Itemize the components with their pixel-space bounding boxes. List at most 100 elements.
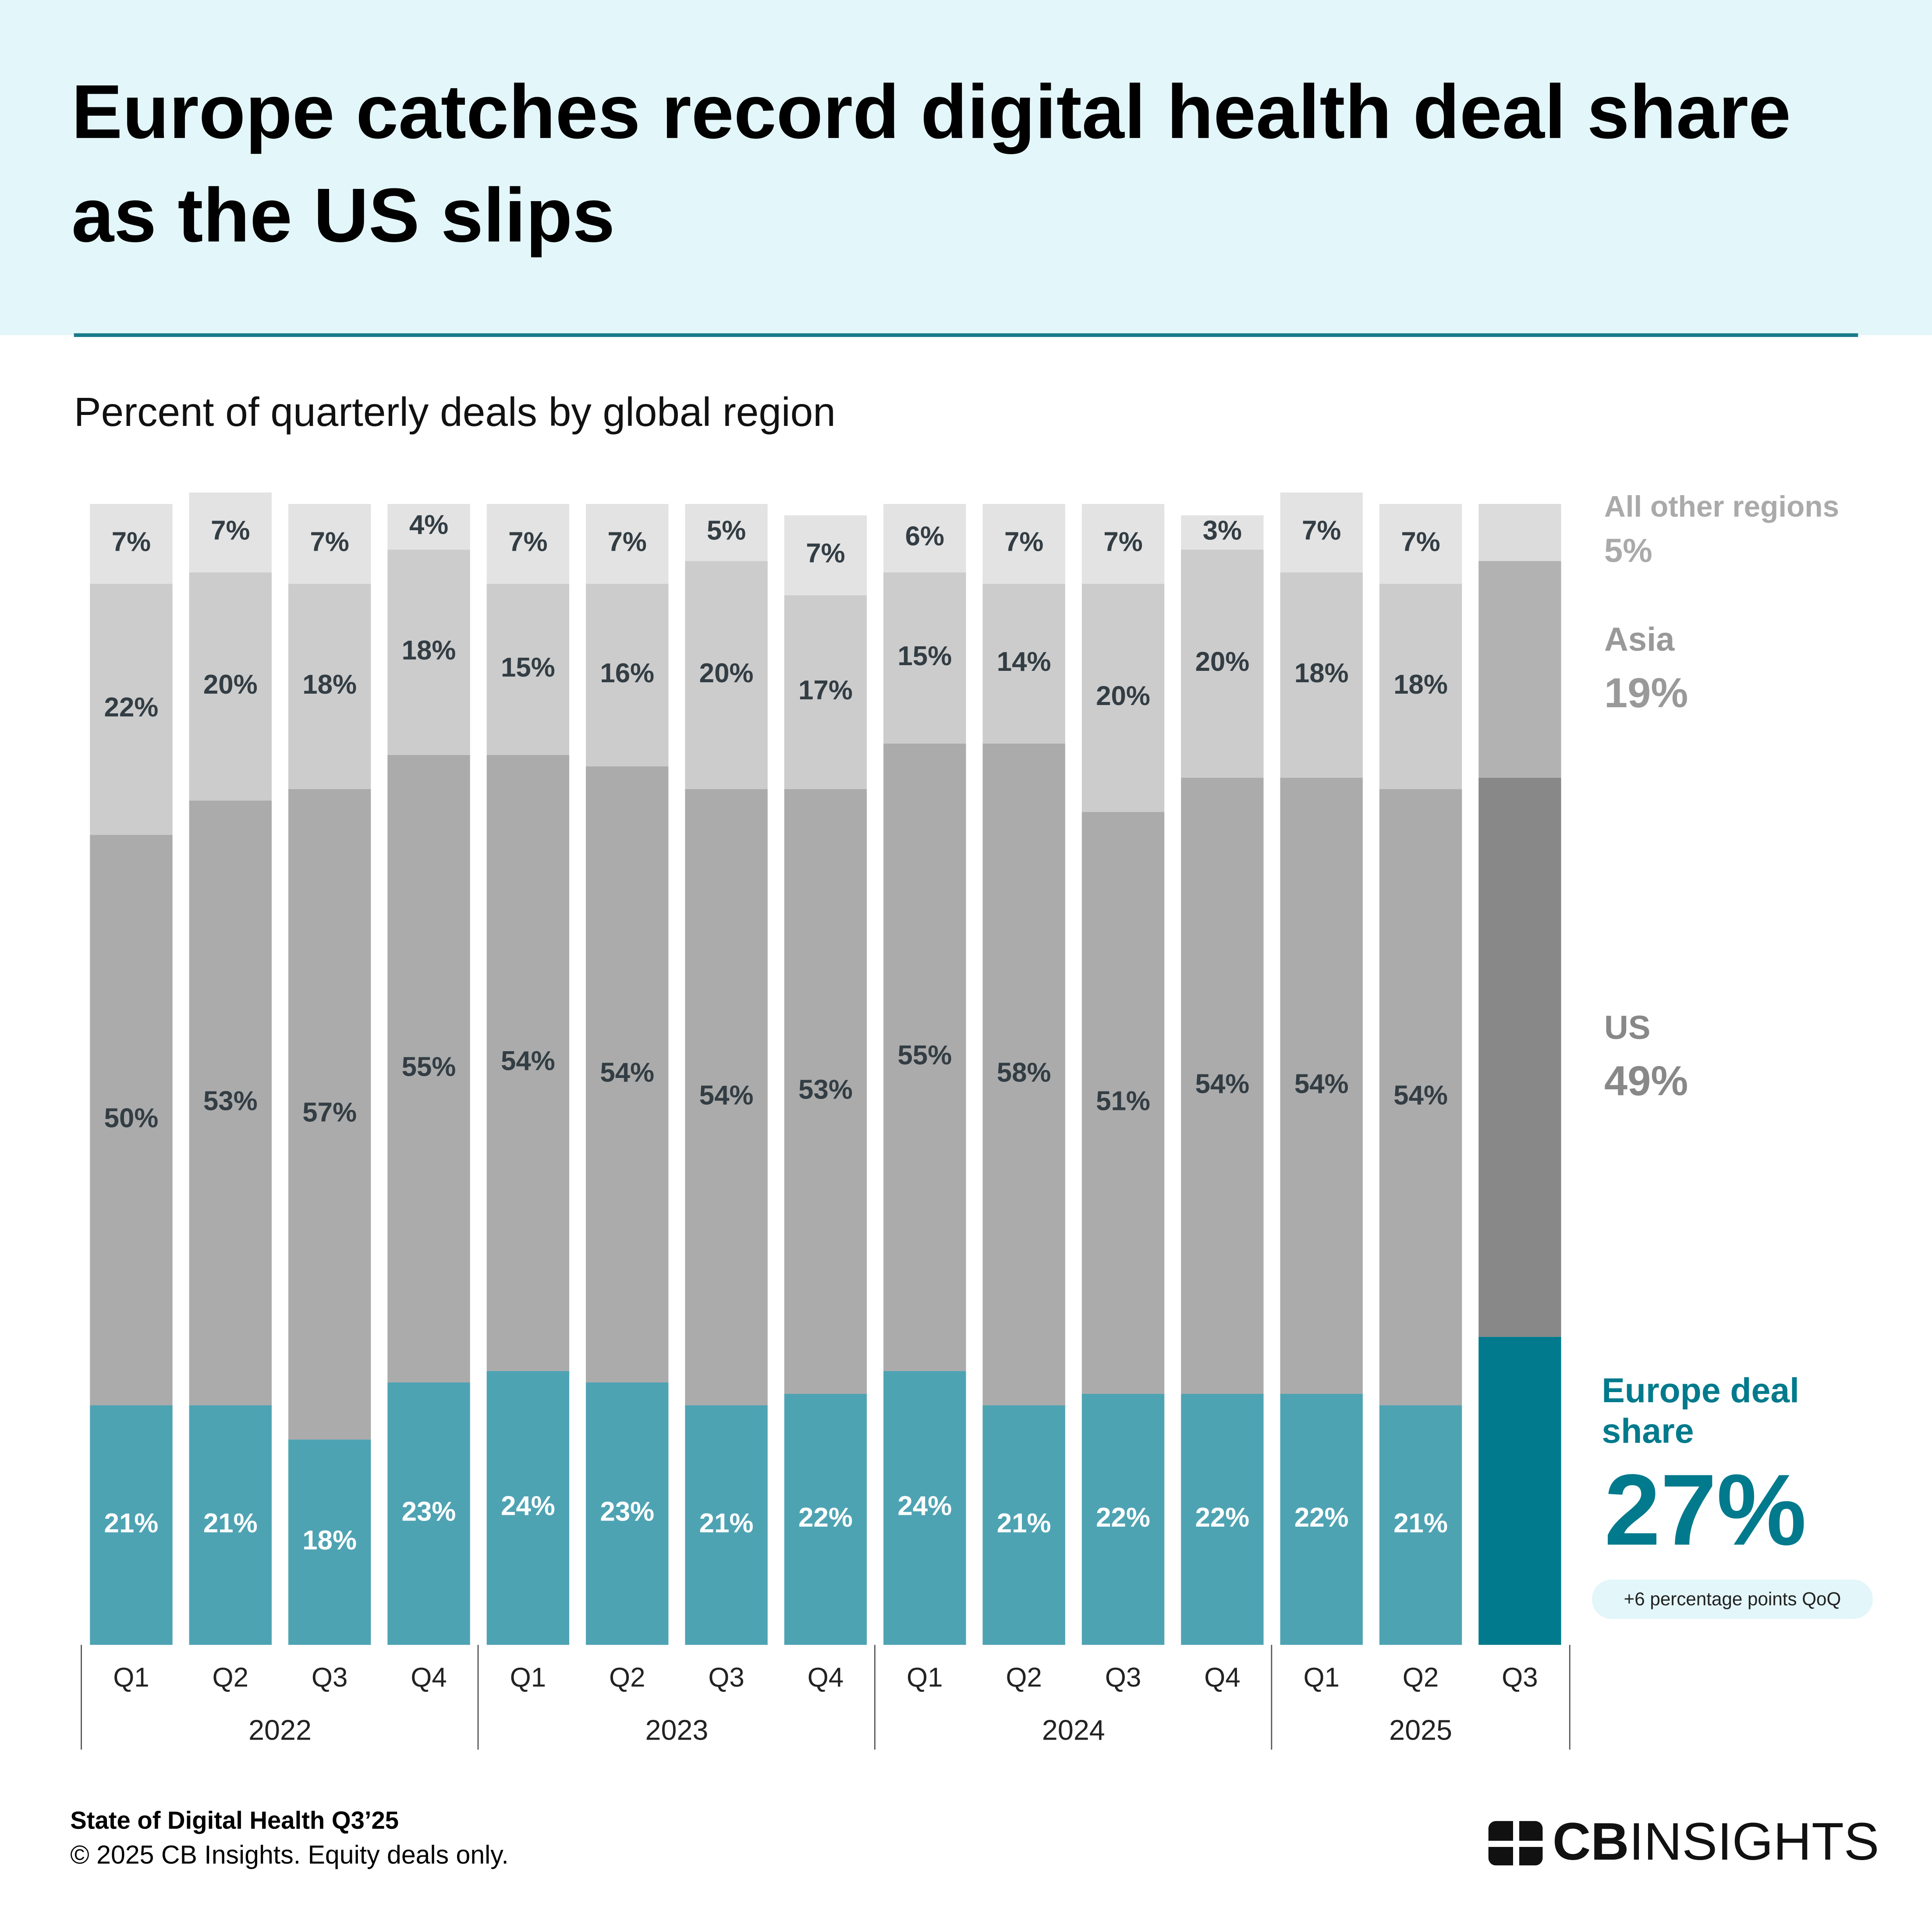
bar-segment (784, 515, 867, 595)
value-label: 14% (997, 647, 1051, 677)
bar-segment (586, 504, 669, 584)
bar-segment (486, 504, 570, 584)
logo-icon-cut (1488, 1840, 1543, 1847)
x-tick-label: Q3 (1105, 1662, 1141, 1693)
legend-label: US (1604, 1009, 1650, 1046)
bar-segment (883, 572, 966, 744)
x-tick-label: Q1 (1303, 1662, 1340, 1693)
bar-segment (1280, 493, 1363, 573)
value-label: 54% (600, 1057, 654, 1088)
bar-segment (586, 766, 669, 1382)
bar-segment (1081, 504, 1165, 584)
value-label: 16% (600, 658, 654, 688)
bar-segment (784, 1394, 867, 1645)
bar-segment (685, 1405, 768, 1645)
annotation-pill (1592, 1579, 1873, 1619)
value-label: 55% (897, 1040, 952, 1070)
bar-segment (90, 584, 173, 835)
bar-segment (1280, 572, 1363, 778)
value-label: 21% (699, 1508, 754, 1538)
bar-segment (90, 1405, 173, 1645)
bar-segment (1478, 1336, 1561, 1645)
value-label: 21% (203, 1508, 258, 1538)
bar-segment (486, 755, 570, 1371)
bar-segment (1379, 504, 1462, 584)
bar-segment (1181, 1394, 1264, 1645)
bar-segment (1081, 812, 1165, 1394)
bar-segment (189, 572, 272, 801)
bar-segment (982, 504, 1065, 584)
value-label: 20% (203, 670, 258, 700)
legend-value: 19% (1604, 670, 1688, 716)
bar-segment (189, 801, 272, 1406)
bar-segment (189, 1405, 272, 1645)
bar-segment (1379, 789, 1462, 1406)
bar-segment (685, 789, 768, 1406)
logo: CBINSIGHTS (1488, 1812, 1879, 1871)
annotation: +6 percentage points QoQ (1624, 1589, 1841, 1609)
bar-segment (387, 755, 470, 1382)
value-label: 54% (1195, 1069, 1249, 1099)
value-label: 57% (302, 1097, 357, 1127)
bar-segment (1181, 549, 1264, 778)
legend-value: 27% (1604, 1453, 1806, 1566)
value-label: 20% (1195, 647, 1249, 677)
value-label: 15% (897, 641, 952, 671)
bar-segment (387, 549, 470, 755)
logo-text: CBINSIGHTS (1553, 1812, 1879, 1871)
bar-segment (189, 493, 272, 573)
bar-segment (1181, 777, 1264, 1394)
bar-segment (1478, 777, 1561, 1337)
x-group-label: 2024 (1042, 1714, 1105, 1746)
chart-subtitle: Percent of quarterly deals by global reg… (74, 389, 836, 435)
value-label: 7% (1103, 527, 1142, 557)
x-group-label: 2025 (1389, 1714, 1452, 1746)
x-group-label: 2022 (248, 1714, 312, 1746)
legend-label: Europe deal share (1602, 1371, 1800, 1450)
value-label: 7% (608, 527, 647, 557)
bar-segment (1181, 515, 1264, 550)
value-label: 22% (1096, 1503, 1150, 1533)
value-label: 22% (798, 1503, 853, 1533)
x-tick-label: Q4 (1204, 1662, 1241, 1693)
x-tick-label: Q3 (312, 1662, 348, 1693)
value-label: 54% (1294, 1069, 1349, 1099)
bar-segment (883, 504, 966, 573)
value-label: 7% (1004, 527, 1043, 557)
value-label: 18% (1393, 670, 1448, 700)
logo-regular: INSIGHTS (1629, 1812, 1879, 1871)
value-label: 23% (402, 1497, 456, 1527)
value-label: 22% (104, 692, 159, 723)
footer-source: State of Digital Health Q3’25 (70, 1807, 399, 1834)
value-label: 50% (104, 1103, 159, 1133)
value-label: 22% (1294, 1503, 1349, 1533)
value-label: 24% (897, 1491, 952, 1521)
value-label: 4% (409, 510, 448, 540)
legend-label: Asia (1604, 621, 1675, 658)
value-label: 24% (501, 1491, 555, 1521)
bar-segment (982, 1405, 1065, 1645)
value-label: 7% (806, 539, 845, 569)
value-label: 18% (302, 670, 357, 700)
bar-segment (784, 789, 867, 1394)
bar-segment (90, 504, 173, 584)
bar-segment (982, 584, 1065, 744)
bar-segment (288, 1439, 371, 1645)
value-label: 23% (600, 1497, 654, 1527)
value-label: 7% (508, 527, 547, 557)
bar-segment (1379, 1405, 1462, 1645)
x-tick-label: Q1 (510, 1662, 546, 1693)
value-label: 15% (501, 652, 555, 683)
value-label: 17% (798, 675, 853, 705)
bar-segment (90, 835, 173, 1406)
x-tick-label: Q3 (1502, 1662, 1538, 1693)
value-label: 20% (699, 658, 754, 688)
bar-segment (1081, 1394, 1165, 1645)
logo-bold: CB (1553, 1812, 1629, 1871)
x-group-label: 2023 (645, 1714, 708, 1746)
bar-segment (784, 595, 867, 789)
bar-segment (288, 789, 371, 1440)
value-label: 18% (1294, 658, 1349, 688)
